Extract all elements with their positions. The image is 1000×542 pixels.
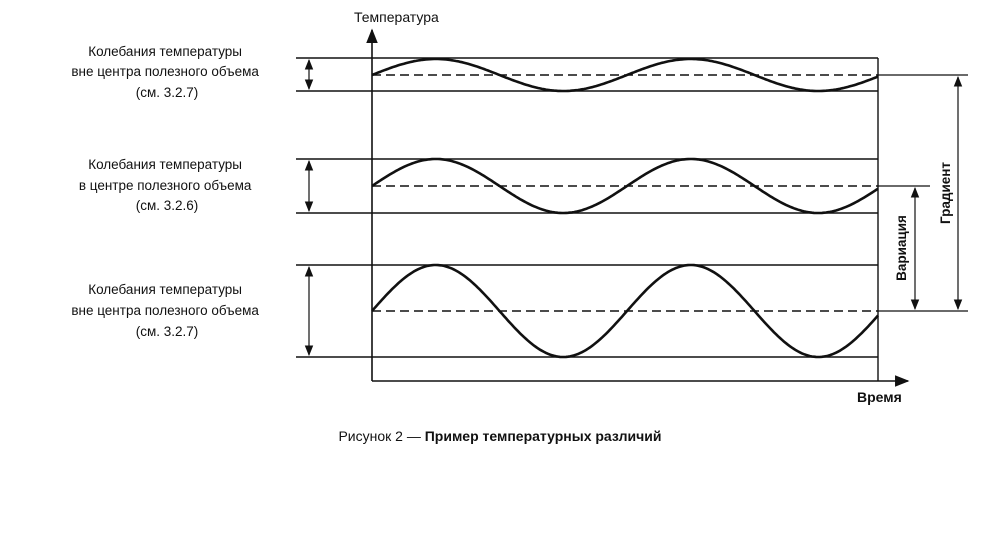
band-3-label-line2: вне центра полезного объема xyxy=(71,303,259,318)
band-2-label-line2: в центре полезного объема xyxy=(79,178,252,193)
figure-caption: Рисунок 2 — Пример температурных различи… xyxy=(0,428,1000,444)
band-2: Колебания температуры в центре полезного… xyxy=(79,157,879,215)
band-2-wave xyxy=(371,157,879,215)
band-1-label-line2: вне центра полезного объема xyxy=(71,64,259,79)
svg-text:Колебания температуры вн: Колебания температуры вне центра полезно… xyxy=(71,282,262,339)
band-1-label-line1: Колебания температуры xyxy=(88,44,242,59)
figure-caption-title: Пример температурных различий xyxy=(424,428,662,444)
band-3-label-line1: Колебания температуры xyxy=(88,282,242,297)
band-3: Колебания температуры вне центра полезно… xyxy=(71,263,879,359)
band-2-label-line3: (см. 3.2.6) xyxy=(136,198,199,213)
band-1-label-line3: (см. 3.2.7) xyxy=(136,85,199,100)
variation-dimension: Вариация xyxy=(878,185,968,312)
gradient-label: Градиент xyxy=(938,162,953,224)
figure-caption-prefix: Рисунок 2 — xyxy=(338,428,425,444)
band-2-label-line1: Колебания температуры xyxy=(88,157,242,172)
svg-text:Колебания температуры в: Колебания температуры в центре полезного… xyxy=(79,157,255,213)
variation-label: Вариация xyxy=(894,215,909,281)
band-1-wave xyxy=(371,57,879,93)
gradient-dimension: Градиент xyxy=(878,74,968,311)
x-axis-label: Время xyxy=(857,389,902,405)
band-1: Колебания температуры вне центра полезно… xyxy=(71,44,879,100)
svg-text:Колебания температуры вн: Колебания температуры вне центра полезно… xyxy=(71,44,262,100)
band-3-wave xyxy=(371,263,879,359)
band-3-label-line3: (см. 3.2.7) xyxy=(136,324,199,339)
y-axis-label: Температура xyxy=(354,9,439,25)
